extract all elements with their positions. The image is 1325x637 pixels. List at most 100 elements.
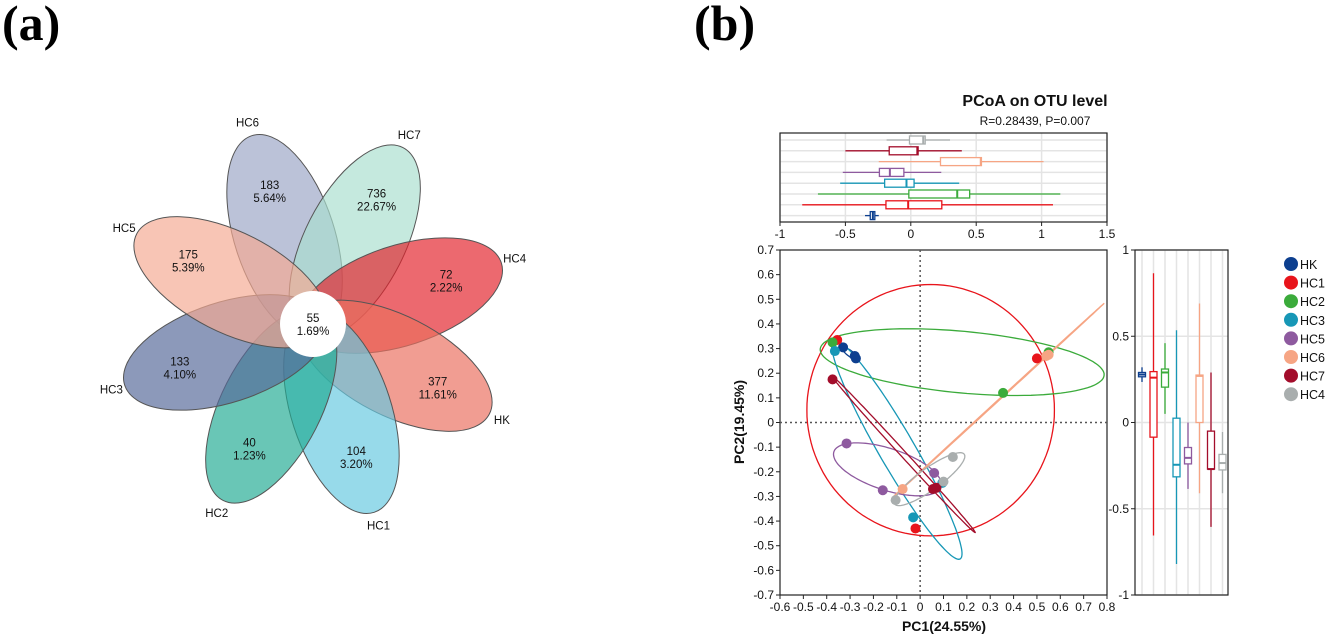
chart-title: PCoA on OTU level (962, 93, 1107, 110)
petal-percent: 5.39% (172, 262, 205, 274)
point-hc6 (897, 484, 908, 495)
legend-label-hc2: HC2 (1300, 295, 1325, 309)
panel-label-b: (b) (694, 0, 756, 51)
ellipse-hc5 (832, 442, 943, 497)
ellipse-hc3 (830, 339, 963, 560)
right-y-tick-label: 1 (1122, 243, 1129, 257)
top-x-tick-label: 0 (907, 227, 914, 241)
right-y-tick-label: 0 (1122, 416, 1129, 430)
legend-label-hc6: HC6 (1300, 351, 1325, 365)
y-tick-label: 0.6 (757, 268, 774, 282)
ellipse-hc2 (819, 328, 1105, 397)
right-box-hc3 (1172, 417, 1181, 478)
legend-label-hc1: HC1 (1300, 277, 1325, 291)
y-tick-label: -0.6 (753, 563, 774, 577)
petal-label-hc2: HC2 (205, 508, 228, 520)
point-hc2 (998, 387, 1009, 398)
main-plot-frame (779, 249, 1108, 596)
petal-percent: 1.23% (233, 451, 266, 463)
core-percent: 1.69% (297, 326, 330, 338)
y-tick-label: 0.4 (757, 317, 774, 331)
right-box-hc5 (1183, 446, 1193, 465)
chart-subtitle: R=0.28439, P=0.007 (980, 114, 1091, 128)
point-hc4 (890, 495, 901, 506)
x-tick-label: 0.5 (1029, 600, 1046, 614)
y-tick-label: 0.2 (757, 366, 774, 380)
right-box-hc7 (1206, 430, 1216, 470)
point-hc7 (827, 374, 838, 385)
top-x-tick-label: -1 (775, 227, 786, 241)
y-tick-label: -0.7 (753, 588, 774, 602)
x-tick-label: -0.4 (816, 600, 837, 614)
legend-label-hc7: HC7 (1300, 370, 1325, 384)
point-hc5 (877, 485, 888, 496)
point-hc6 (1041, 350, 1052, 361)
x-tick-label: -0.2 (863, 600, 884, 614)
x-tick-label: 0.7 (1075, 600, 1092, 614)
legend-marker-hc4 (1284, 387, 1298, 402)
x-axis-label: PC1(24.55%) (902, 618, 986, 634)
y-tick-label: 0.5 (757, 292, 774, 306)
petal-label-hc6: HC6 (236, 117, 259, 129)
panel-label-a: (a) (2, 0, 61, 51)
x-tick-label: -0.5 (793, 600, 814, 614)
petal-label-hk: HK (494, 415, 510, 427)
ellipse-hc1 (806, 283, 1056, 537)
legend-label-hc4: HC4 (1300, 388, 1325, 402)
core-count: 55 (307, 313, 320, 325)
petal-count: 104 (347, 446, 367, 458)
legend-marker-hc6 (1284, 350, 1298, 364)
petal-count: 72 (440, 270, 453, 282)
x-tick-label: 0.8 (1099, 600, 1116, 614)
y-tick-label: -0.1 (753, 440, 774, 454)
x-tick-label: -0.6 (770, 600, 791, 614)
point-hc3 (829, 346, 840, 357)
petal-count: 133 (170, 356, 189, 368)
x-tick-label: -0.1 (886, 600, 907, 614)
point-hc1 (910, 523, 921, 534)
point-hc5 (841, 438, 852, 449)
top-x-tick-label: 1 (1038, 227, 1045, 241)
legend-marker-hc2 (1284, 294, 1298, 309)
petal-label-hc5: HC5 (113, 223, 136, 235)
x-tick-label: 0 (917, 600, 924, 614)
petal-label-hc1: HC1 (367, 521, 390, 533)
x-tick-label: -0.3 (840, 600, 861, 614)
y-tick-label: -0.2 (753, 465, 774, 479)
point-hc3 (908, 512, 919, 523)
right-box-hc2 (1160, 368, 1170, 388)
x-tick-label: 0.6 (1052, 600, 1069, 614)
legend-marker-hc5 (1284, 331, 1298, 346)
top-box-hc7 (888, 146, 919, 156)
top-box-hc2 (908, 189, 971, 199)
petal-count: 40 (243, 438, 256, 450)
x-tick-label: 0.3 (982, 600, 999, 614)
y-tick-label: 0.1 (757, 391, 774, 405)
right-y-tick-label: -0.5 (1108, 502, 1129, 516)
petal-count: 183 (260, 180, 279, 192)
x-tick-label: 0.2 (959, 600, 976, 614)
top-box-hc6 (939, 156, 983, 167)
legend-label-hc5: HC5 (1300, 332, 1325, 346)
top-x-tick-label: -0.5 (835, 227, 856, 241)
petal-count: 736 (367, 188, 386, 200)
petal-label-hc3: HC3 (100, 385, 123, 397)
right-y-tick-label: 0.5 (1112, 329, 1129, 343)
right-y-tick-label: -1 (1118, 588, 1129, 602)
x-tick-label: 0.1 (935, 600, 952, 614)
point-hk (838, 342, 849, 353)
top-box-hc4 (908, 135, 926, 145)
top-x-tick-label: 0.5 (968, 227, 985, 241)
legend-label-hk: HK (1300, 258, 1318, 272)
y-tick-label: 0 (767, 416, 774, 430)
petal-percent: 4.10% (164, 369, 197, 381)
petal-percent: 5.64% (253, 193, 286, 205)
y-tick-label: -0.4 (753, 514, 774, 528)
petal-label-hc4: HC4 (503, 253, 527, 265)
y-tick-label: 0.7 (757, 243, 774, 257)
pcoa-panel: PCoA on OTU level R=0.28439, P=0.007 PC1… (731, 93, 1325, 634)
petal-label-hc7: HC7 (398, 130, 421, 142)
point-hc1 (1031, 353, 1042, 364)
legend-marker-hc3 (1284, 312, 1298, 327)
